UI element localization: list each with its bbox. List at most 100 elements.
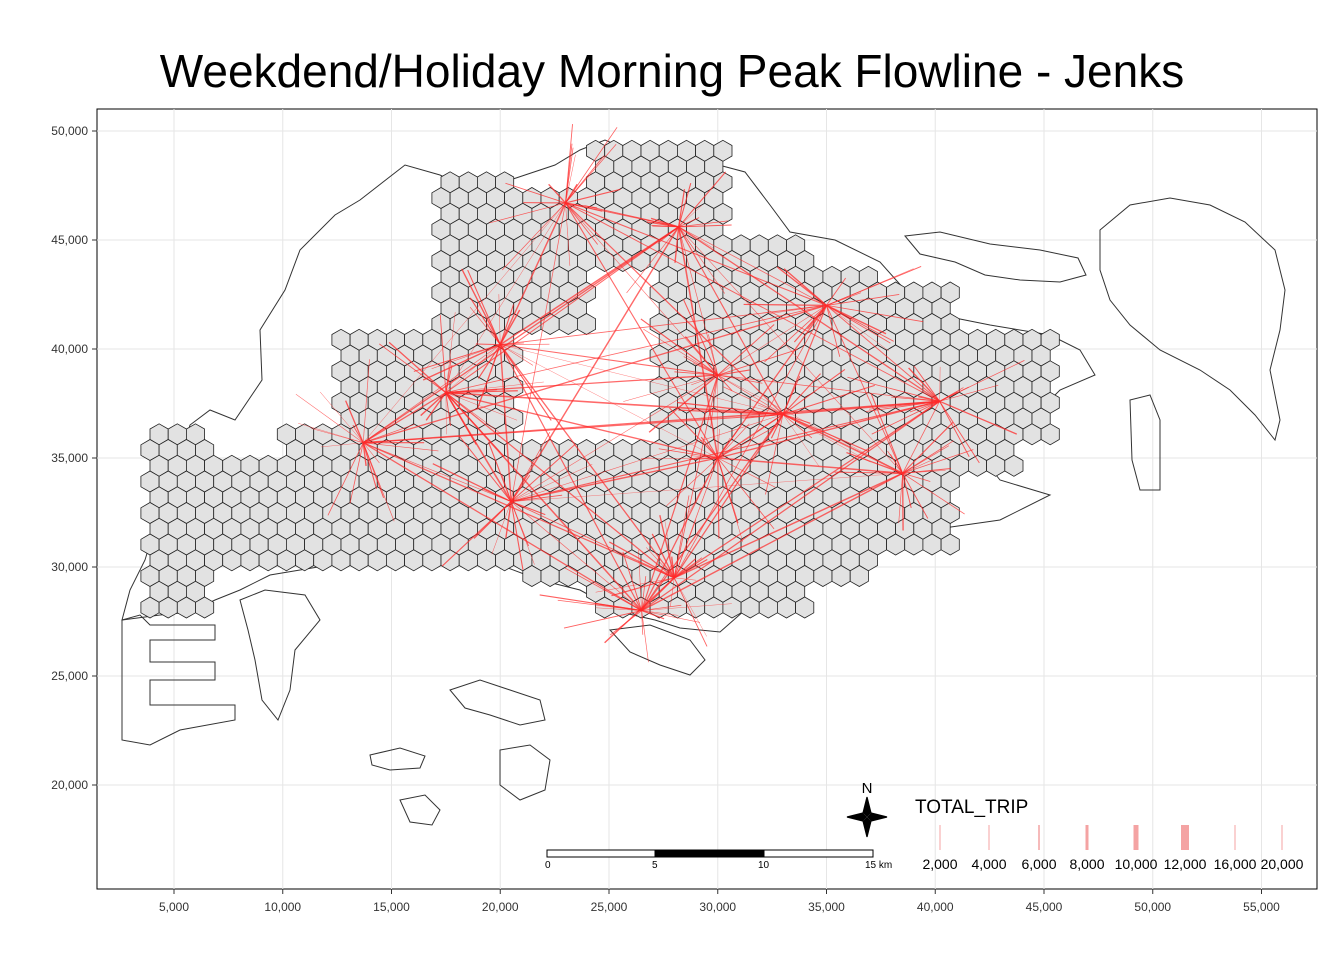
flow-line [677, 401, 784, 416]
flow-line [670, 577, 675, 607]
flow-line [939, 384, 999, 402]
flow-line [913, 365, 940, 402]
flow-line [717, 457, 776, 488]
changi-outline [1129, 394, 1161, 491]
flow-line [641, 457, 719, 611]
y-tick-label: 40,000 [51, 342, 88, 356]
flow-line [902, 449, 974, 474]
flow-line [641, 610, 644, 635]
flow-line [902, 459, 933, 474]
legend-label: 16,000 [1214, 856, 1257, 872]
flow-line [445, 389, 498, 394]
legend-swatch [1234, 825, 1236, 850]
flow-line [565, 202, 603, 212]
flow-line [657, 226, 679, 244]
flow-line [782, 368, 846, 415]
flow-line [826, 305, 890, 352]
x-tick-label: 55,000 [1243, 900, 1280, 914]
flow-line [826, 277, 847, 306]
flow-line [673, 472, 903, 579]
flow-line [939, 387, 964, 402]
flow-line [717, 428, 720, 459]
flow-line [362, 442, 675, 579]
flow-line [349, 442, 364, 504]
flow-line [717, 374, 763, 384]
flow-line [902, 472, 965, 515]
flow-line [918, 396, 940, 402]
flow-line [469, 307, 501, 345]
flow-line [674, 557, 703, 579]
legend-swatch [1038, 825, 1040, 850]
flow-line [757, 404, 784, 415]
flow-line [770, 414, 784, 439]
flow-line [826, 305, 940, 402]
flow-line [678, 224, 732, 228]
flow-line [641, 610, 679, 616]
flow-line [500, 344, 534, 366]
flow-line [548, 183, 566, 204]
flow-line [595, 607, 642, 611]
flow-line [826, 304, 924, 323]
flow-line [510, 202, 566, 502]
flow-line [717, 305, 827, 376]
x-tick-label: 20,000 [482, 900, 519, 914]
island-south3-outline [369, 747, 426, 771]
x-tick-label: 15,000 [373, 900, 410, 914]
y-tick-label: 30,000 [51, 560, 88, 574]
x-axis: 5,000 10,000 15,000 20,000 25,000 30,000 35,00… [159, 889, 1280, 914]
flow-line [717, 324, 775, 376]
hexagon-cell [1040, 423, 1060, 446]
flow-line [678, 171, 727, 228]
hexagon-cell [849, 565, 869, 587]
flow-line [826, 305, 904, 474]
flow-line [717, 457, 903, 475]
flow-line [565, 154, 576, 203]
x-tick-label: 10,000 [264, 900, 301, 914]
flow-line [511, 464, 593, 502]
flow-line [939, 400, 1018, 435]
flow-line [298, 423, 364, 443]
island-ubin-outline [904, 231, 1087, 283]
flow-line [641, 374, 719, 611]
legend-swatch [988, 825, 990, 850]
x-tick-label: 45,000 [1026, 900, 1063, 914]
flow-line [565, 127, 618, 204]
flow-line [678, 182, 692, 228]
flow-line [659, 515, 675, 579]
flow-line [908, 367, 941, 402]
flow-line [690, 455, 718, 459]
flow-line [565, 202, 719, 459]
flow-line [847, 376, 940, 402]
flow-line [362, 442, 642, 612]
flow-line [674, 577, 707, 637]
flow-line [764, 305, 827, 363]
island-south4-outline [399, 794, 441, 826]
flow-line [673, 400, 940, 579]
flow-line [557, 599, 642, 611]
y-tick-label: 35,000 [51, 451, 88, 465]
flow-line [689, 457, 718, 513]
flow-line [678, 226, 719, 376]
coastline [121, 139, 1286, 826]
flow-line [638, 549, 642, 611]
flow-line [363, 413, 784, 444]
flow-line [362, 442, 367, 466]
flow-line [826, 305, 891, 344]
hexagon-cell [795, 596, 815, 619]
flow-line [493, 344, 501, 363]
flow-line [939, 401, 970, 457]
scale-bar: 0 5 10 15 km [545, 849, 892, 871]
flow-line [902, 440, 954, 474]
flow-line [717, 424, 779, 459]
flow-line [641, 576, 647, 611]
flow-line [708, 334, 719, 376]
flow-line [902, 473, 912, 508]
x-tick-label: 50,000 [1134, 900, 1171, 914]
flow-line [902, 421, 954, 474]
flow-line [756, 414, 784, 432]
flow-line [674, 577, 697, 581]
flow-line [782, 414, 813, 439]
flow-line [363, 442, 439, 452]
flow-line [682, 299, 719, 376]
